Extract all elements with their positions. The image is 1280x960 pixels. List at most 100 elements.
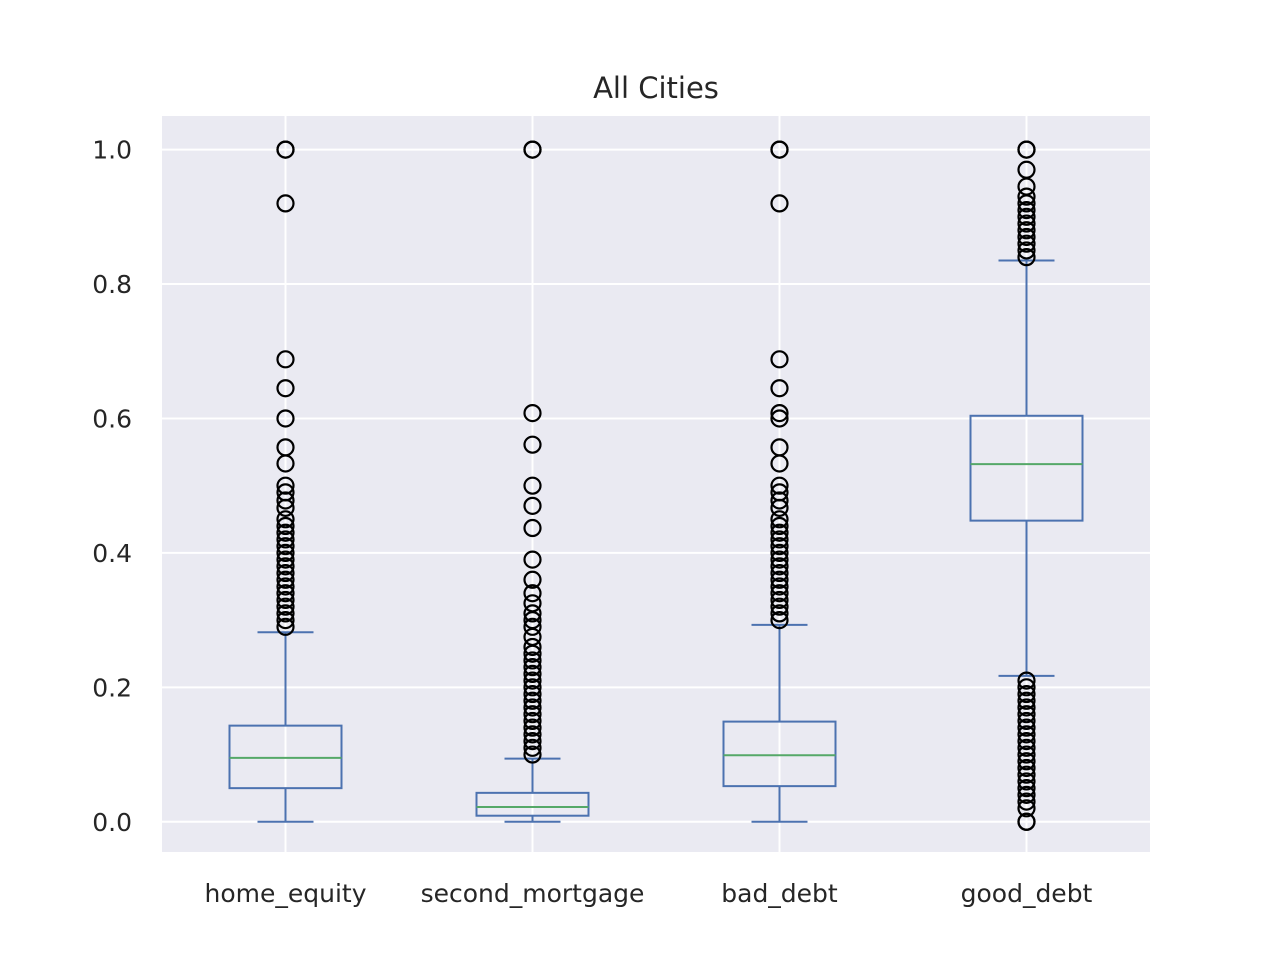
- y-tick-label: 1.0: [92, 136, 132, 165]
- outlier-point: [276, 537, 295, 556]
- y-axis-ticks: 0.0 0.2 0.4 0.6 0.8 1.0: [92, 136, 132, 837]
- outlier-point: [770, 537, 789, 556]
- outlier-point: [523, 698, 542, 717]
- outlier-point: [770, 611, 789, 630]
- outlier-point: [523, 476, 542, 495]
- outlier-point: [1017, 194, 1036, 213]
- outlier-point: [276, 550, 295, 569]
- outlier-point: [523, 738, 542, 757]
- outlier-point: [770, 550, 789, 569]
- outlier-point: [523, 711, 542, 731]
- outlier-point: [770, 409, 789, 428]
- outlier-point: [1017, 227, 1036, 247]
- y-tick-label: 0.0: [92, 808, 132, 837]
- outlier-point: [523, 518, 542, 538]
- outlier-point: [276, 590, 295, 610]
- outlier-point: [1017, 792, 1036, 811]
- outlier-point: [770, 403, 789, 423]
- outlier-point: [1017, 725, 1036, 744]
- plot-background: [162, 116, 1150, 852]
- outlier-point: [770, 516, 789, 536]
- outlier-point: [523, 725, 542, 744]
- outlier-point: [276, 577, 295, 596]
- outlier-point: [1017, 731, 1036, 751]
- outlier-point: [1017, 718, 1036, 737]
- outlier-point: [523, 731, 542, 751]
- outlier-point: [770, 530, 789, 549]
- outlier-point: [523, 671, 542, 690]
- outlier-point: [770, 577, 789, 596]
- outlier-point: [523, 617, 542, 636]
- x-axis-ticks: home_equity second_mortgage bad_debt good_d…: [204, 879, 1092, 908]
- outlier-point: [276, 530, 295, 549]
- outlier-point: [523, 691, 542, 710]
- outlier-point: [276, 584, 295, 603]
- chart-title: All Cities: [593, 71, 719, 105]
- outlier-point: [276, 476, 295, 495]
- outlier-point: [1017, 812, 1036, 831]
- outlier-point: [276, 597, 295, 616]
- outlier-point: [523, 604, 542, 623]
- outlier-point: [1017, 758, 1036, 778]
- outlier-point: [1017, 234, 1036, 253]
- outlier-point: [523, 435, 542, 454]
- outlier-point: [523, 570, 542, 589]
- outlier-point: [770, 498, 789, 517]
- outlier-point: [770, 350, 789, 369]
- iqr-box: [475, 791, 590, 817]
- outlier-point: [1017, 705, 1036, 724]
- outlier-point: [1017, 241, 1036, 260]
- outlier-point: [276, 617, 295, 636]
- box-bad_debt: [722, 140, 837, 823]
- outlier-point: [523, 745, 542, 764]
- outlier-point: [523, 705, 542, 724]
- outlier-point: [276, 350, 295, 369]
- outlier-point: [770, 454, 789, 473]
- outlier-point: [523, 684, 542, 704]
- outlier-point: [1017, 779, 1036, 798]
- outlier-point: [1017, 738, 1036, 757]
- outlier-point: [523, 718, 542, 737]
- outlier-point: [1017, 711, 1036, 731]
- outlier-point: [1017, 187, 1036, 206]
- outlier-point: [523, 140, 542, 159]
- outlier-point: [770, 476, 789, 495]
- y-tick-label: 0.6: [92, 404, 132, 433]
- outlier-point: [770, 379, 789, 398]
- outlier-point: [276, 491, 295, 510]
- outlier-point: [276, 409, 295, 428]
- y-tick-label: 0.8: [92, 270, 132, 299]
- box-series: [228, 140, 1084, 831]
- outlier-point: [1017, 671, 1036, 690]
- outlier-point: [523, 678, 542, 697]
- outlier-point: [770, 523, 789, 542]
- outlier-point: [1017, 207, 1036, 226]
- outlier-point: [276, 516, 295, 536]
- outlier-point: [276, 563, 295, 583]
- outlier-point: [523, 637, 542, 657]
- outlier-point: [770, 491, 789, 510]
- outlier-point: [276, 498, 295, 517]
- outlier-point: [276, 570, 295, 589]
- outlier-point: [1017, 140, 1036, 159]
- outlier-point: [770, 590, 789, 610]
- outlier-point: [770, 510, 789, 529]
- outlier-point: [770, 604, 789, 623]
- box-second_mortgage: [475, 140, 590, 823]
- outlier-point: [1017, 221, 1036, 240]
- y-tick-label: 0.4: [92, 539, 132, 568]
- outlier-point: [1017, 765, 1036, 784]
- outlier-point: [523, 658, 542, 677]
- outlier-point: [523, 651, 542, 670]
- x-tick-label: home_equity: [204, 879, 366, 908]
- outlier-point: [1017, 691, 1036, 710]
- iqr-box: [228, 724, 343, 790]
- outlier-point: [1017, 785, 1036, 804]
- outlier-point: [276, 454, 295, 473]
- outlier-point: [1017, 698, 1036, 717]
- outlier-point: [770, 194, 789, 213]
- outlier-point: [1017, 684, 1036, 704]
- outlier-point: [523, 584, 542, 603]
- outlier-point: [276, 379, 295, 398]
